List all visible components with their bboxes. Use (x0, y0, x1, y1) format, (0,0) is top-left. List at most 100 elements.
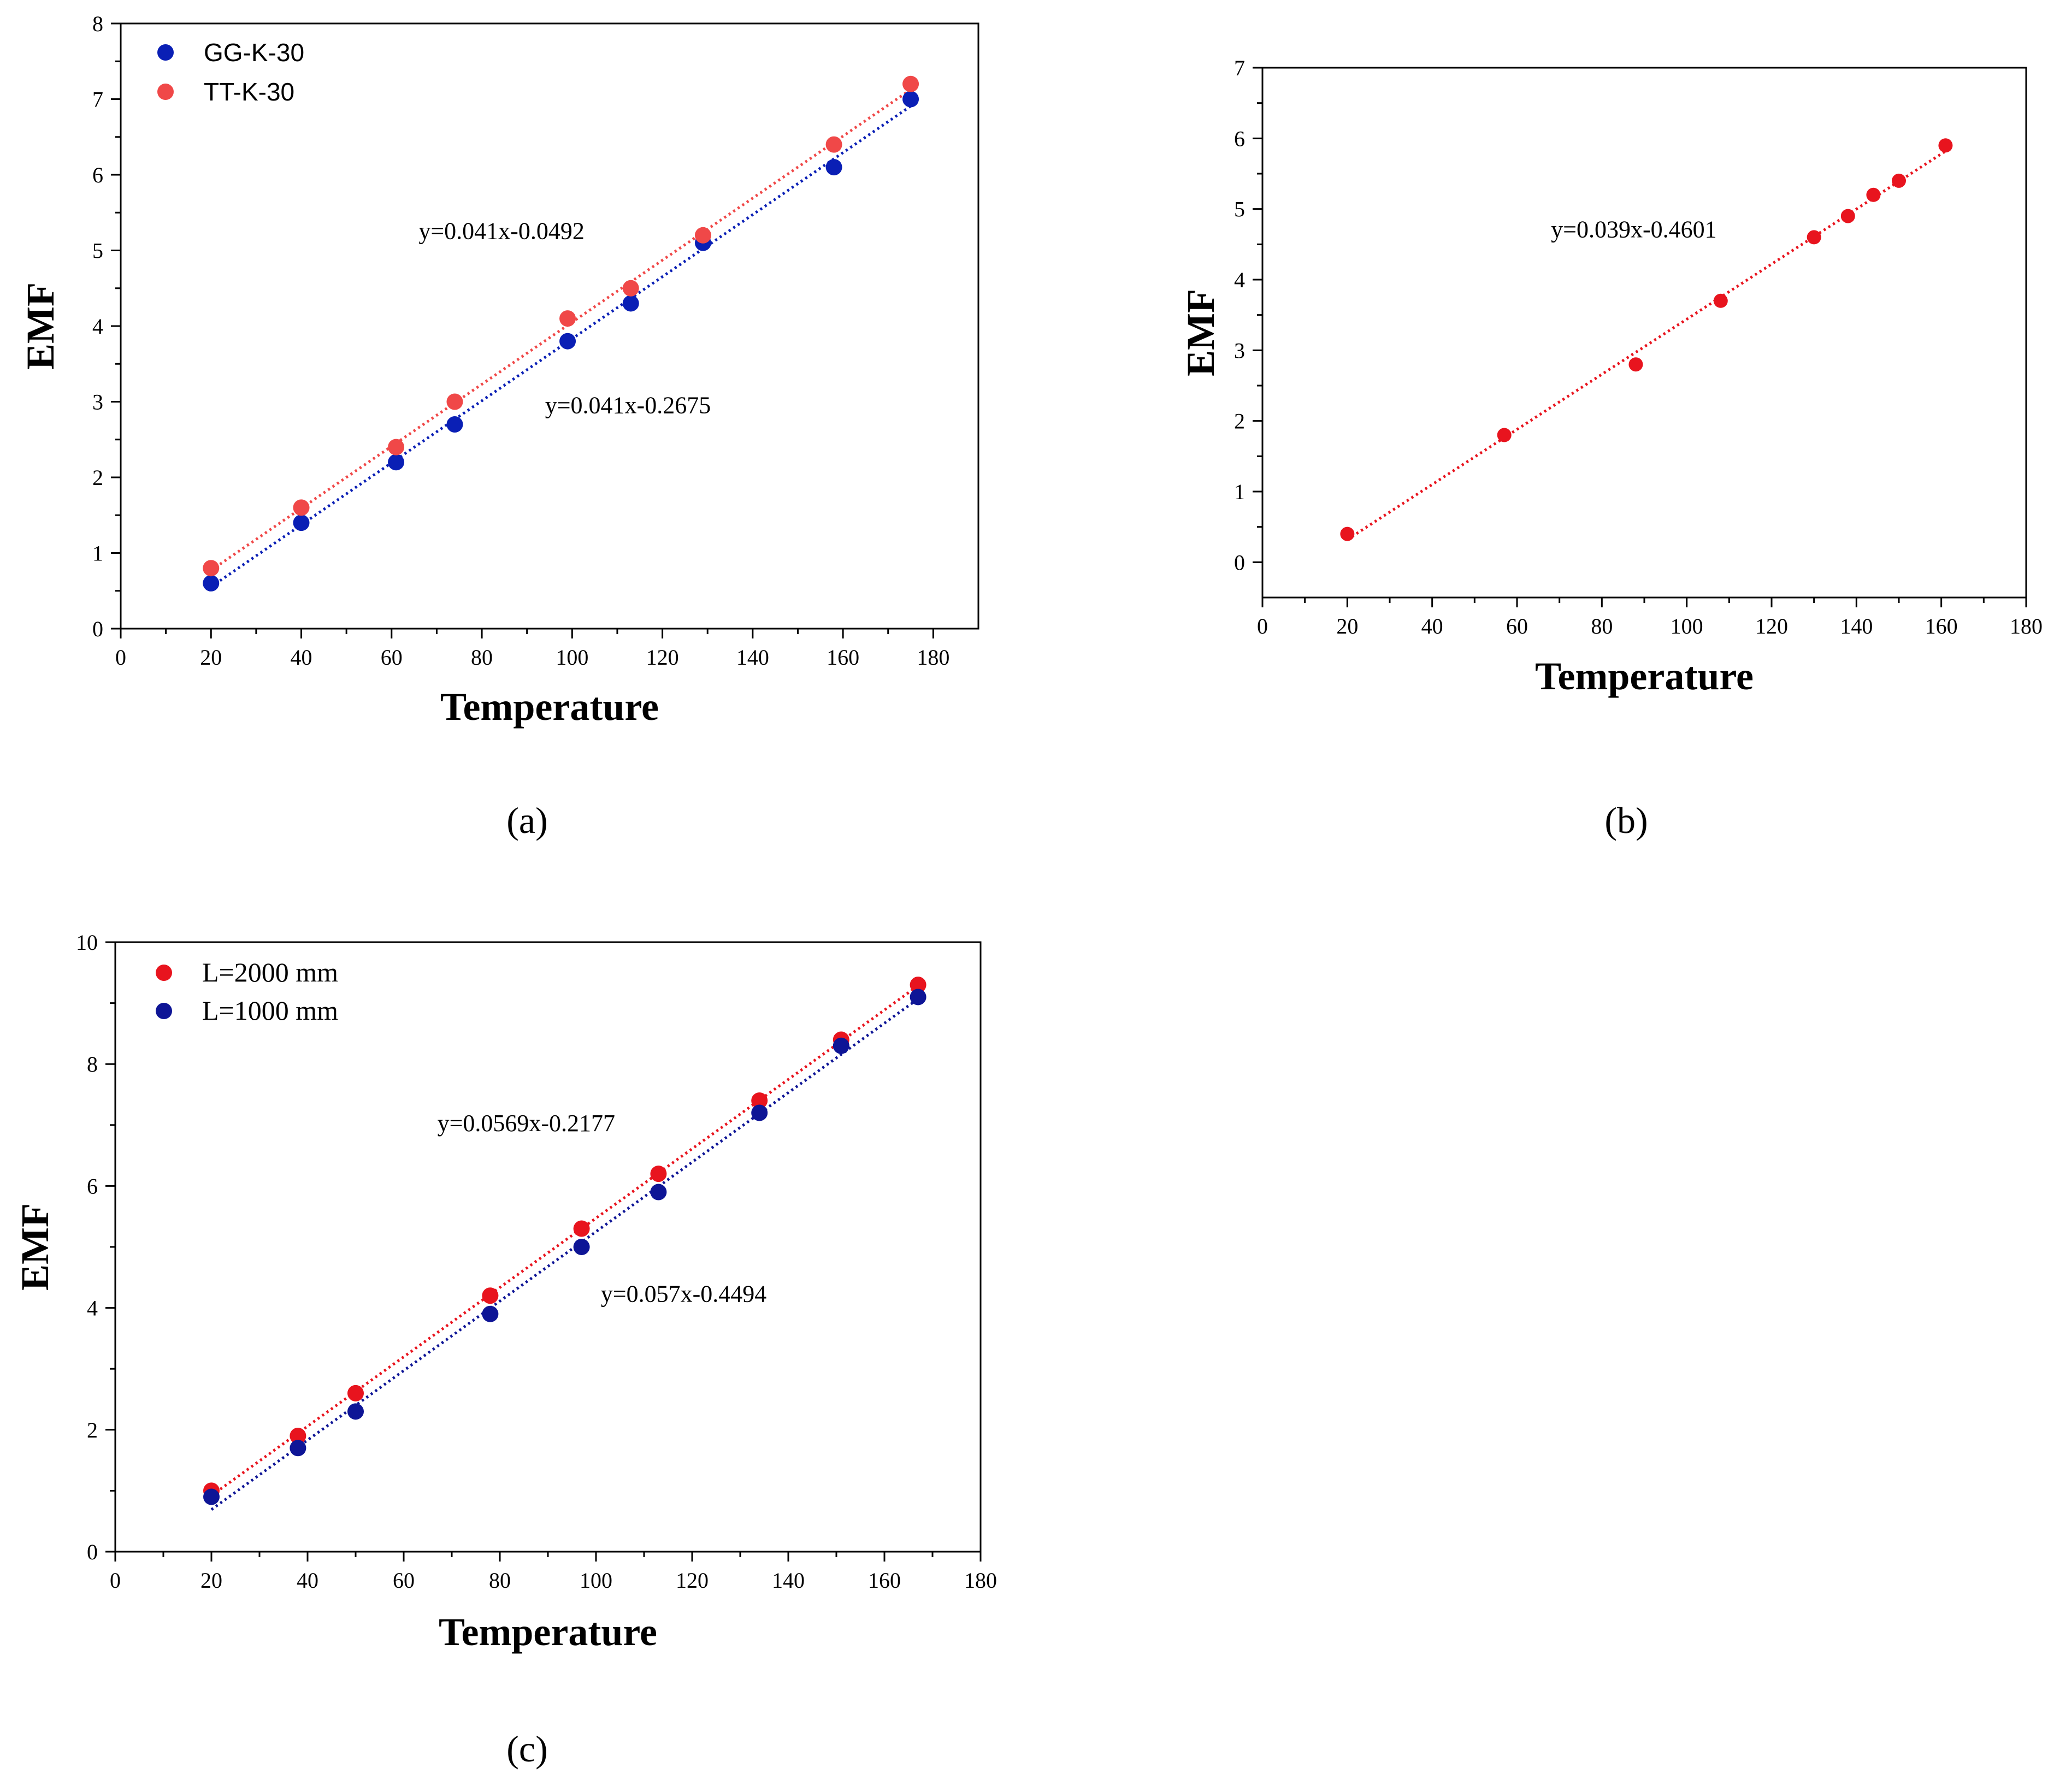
data-point (446, 393, 463, 410)
data-point (573, 1220, 590, 1237)
data-point (1938, 138, 1953, 153)
panel-label: (c) (506, 1728, 547, 1770)
x-tick-label: 120 (646, 645, 679, 670)
data-point (650, 1166, 667, 1182)
data-point (388, 439, 405, 456)
data-point (622, 295, 639, 312)
x-tick-label: 20 (200, 645, 222, 670)
x-tick-label: 40 (297, 1568, 318, 1593)
y-tick-label: 1 (1234, 480, 1245, 504)
data-point (1713, 293, 1728, 308)
data-point (751, 1092, 768, 1109)
y-tick-label: 2 (92, 465, 103, 490)
data-point (293, 514, 310, 531)
data-point (388, 454, 405, 471)
equation-label: y=0.0569x-0.2177 (438, 1110, 615, 1137)
data-point (573, 1239, 590, 1255)
y-tick-label: 6 (1234, 126, 1245, 151)
data-point (833, 1037, 849, 1054)
x-tick-label: 20 (200, 1568, 222, 1593)
y-tick-label: 7 (92, 87, 103, 112)
data-point (559, 310, 576, 327)
panel-c: 0 20 40 60 80 100 120 140 160 180 0 2 4 6 8 10 y=0.0569x… (13, 930, 997, 1770)
x-tick-label: 160 (868, 1568, 901, 1593)
y-tick-label: 7 (1234, 56, 1245, 80)
data-point (203, 1488, 220, 1505)
y-tick-label: 8 (92, 11, 103, 36)
y-tick-label: 6 (87, 1174, 98, 1198)
x-tick-label: 180 (964, 1568, 997, 1593)
y-tick-label: 5 (1234, 197, 1245, 222)
data-point (1866, 187, 1881, 202)
y-tick-label: 5 (92, 239, 103, 263)
equation-label: y=0.041x-0.2675 (545, 392, 711, 418)
data-point (902, 75, 919, 92)
y-tick-label: 4 (92, 314, 103, 339)
data-point (650, 1184, 667, 1200)
data-point (1340, 527, 1355, 541)
data-point (203, 575, 220, 592)
legend-marker (156, 965, 172, 981)
equation-label: y=0.057x-0.4494 (601, 1280, 766, 1307)
data-point (622, 280, 639, 297)
legend-marker (157, 44, 174, 61)
plot-frame (120, 22, 979, 630)
x-tick-label: 40 (291, 645, 312, 670)
data-point (203, 560, 220, 577)
legend-label: TT-K-30 (204, 78, 294, 106)
data-point (347, 1403, 364, 1420)
data-point (751, 1104, 768, 1121)
legend-label: L=2000 mm (202, 957, 338, 987)
x-tick-label: 0 (1257, 614, 1268, 638)
fit-line (1346, 150, 1946, 541)
plot-frame (114, 941, 982, 1553)
x-axis-title: Temperature (1535, 654, 1754, 698)
x-axis-title: Temperature (439, 1610, 657, 1654)
x-tick-label: 180 (2010, 614, 2043, 638)
data-point (910, 977, 926, 993)
x-tick-label: 160 (827, 645, 859, 670)
y-tick-label: 10 (76, 930, 98, 955)
x-tick-label: 100 (580, 1568, 612, 1593)
x-tick-label: 140 (736, 645, 769, 670)
x-tick-label: 180 (917, 645, 949, 670)
data-point (1892, 173, 1906, 188)
y-tick-label: 4 (1234, 268, 1245, 292)
data-point (293, 499, 310, 516)
x-tick-label: 140 (772, 1568, 805, 1593)
y-tick-label: 0 (87, 1540, 98, 1564)
y-axis-title: EMF (19, 282, 62, 370)
x-tick-label: 140 (1840, 614, 1873, 638)
x-tick-label: 100 (556, 645, 588, 670)
x-tick-label: 40 (1421, 614, 1443, 638)
x-tick-label: 160 (1925, 614, 1958, 638)
data-point (290, 1440, 306, 1457)
fit-line (210, 997, 919, 1511)
panel-label: (a) (506, 800, 547, 841)
x-tick-label: 80 (471, 645, 493, 670)
fit-line (210, 88, 912, 572)
legend-marker (157, 84, 174, 100)
data-point (559, 333, 576, 350)
y-tick-label: 8 (87, 1052, 98, 1077)
y-tick-label: 0 (92, 617, 103, 641)
equation-label: y=0.039x-0.4601 (1551, 216, 1716, 243)
y-tick-label: 3 (1234, 338, 1245, 363)
panel-label: (b) (1604, 800, 1648, 841)
y-tick-label: 3 (92, 390, 103, 415)
x-tick-label: 80 (1591, 614, 1613, 638)
x-tick-label: 0 (110, 1568, 121, 1593)
data-point (347, 1385, 364, 1401)
y-tick-label: 1 (92, 541, 103, 566)
data-point (482, 1305, 499, 1322)
data-point (1628, 357, 1643, 372)
plot-frame (1261, 67, 2027, 599)
y-axis-title: EMF (1179, 289, 1223, 376)
x-tick-label: 100 (1671, 614, 1703, 638)
x-tick-label: 60 (1506, 614, 1528, 638)
y-axis-title: EMF (13, 1203, 57, 1291)
x-tick-label: 80 (489, 1568, 511, 1593)
fit-line (210, 984, 919, 1497)
data-point (1497, 428, 1512, 442)
data-point (290, 1427, 306, 1444)
